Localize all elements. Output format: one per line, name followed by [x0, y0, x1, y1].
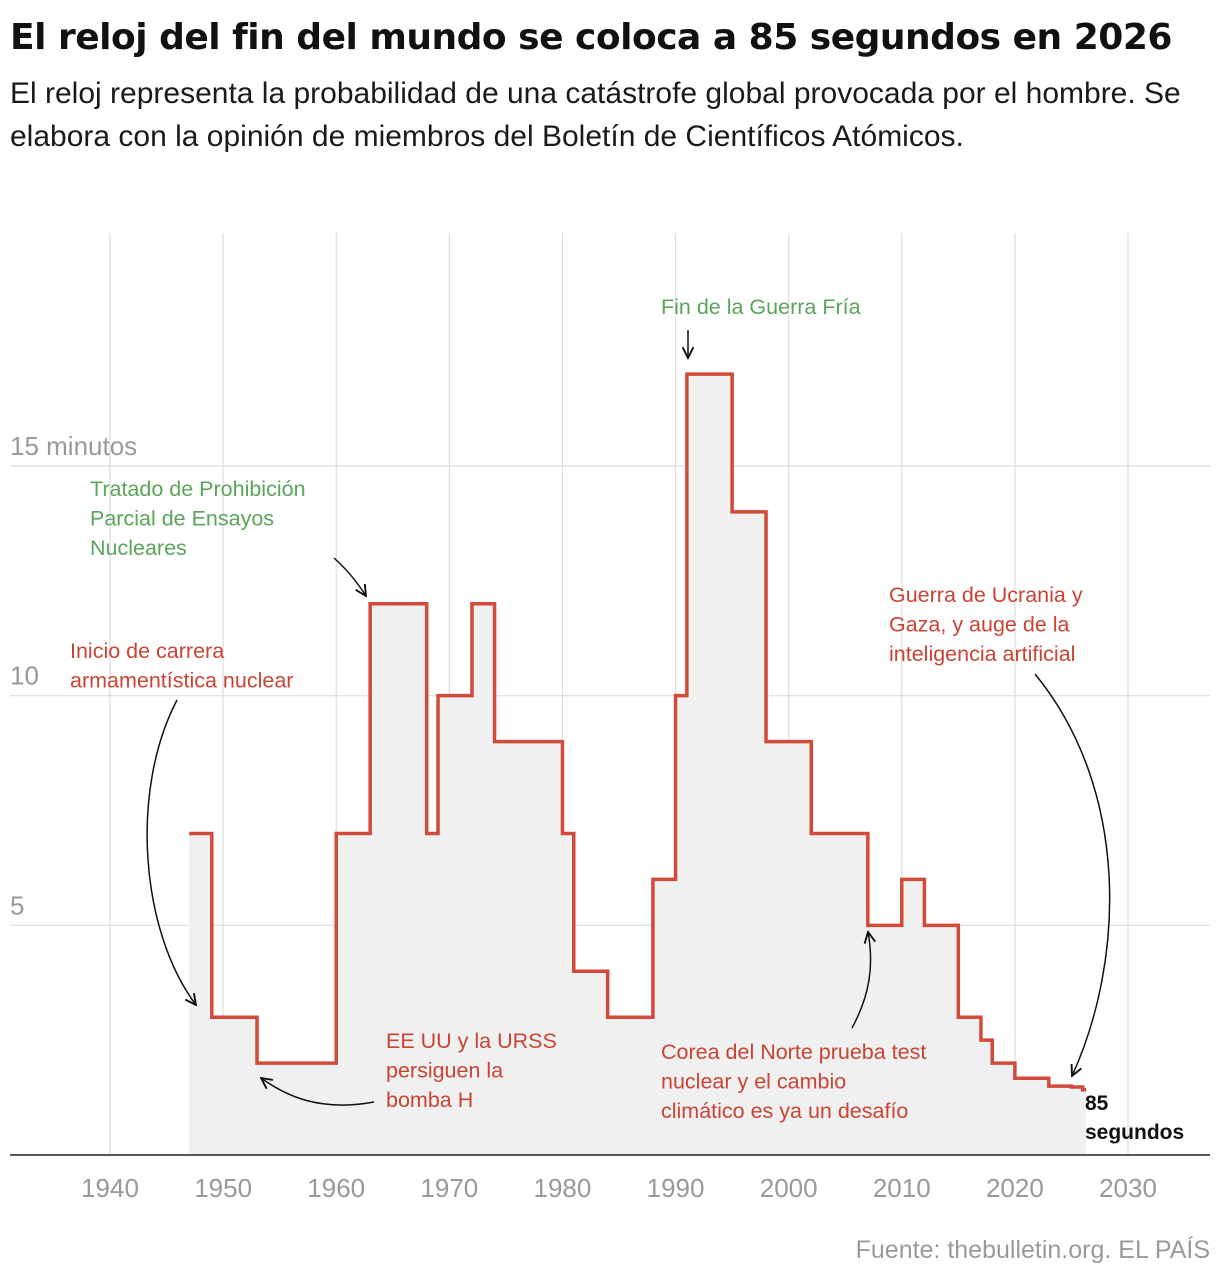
clock-area-fill [189, 374, 1087, 1156]
y-tick-10: 10 [10, 661, 39, 691]
annotation-tratado: Tratado de Prohibición Parcial de Ensayos… [90, 477, 306, 560]
arrow-inicio-carrera [146, 699, 196, 1005]
x-tick-labels: 1940 1950 1960 1970 1980 1990 2000 2010 2020 2030 [81, 1173, 1157, 1203]
y-tick-5: 5 [10, 890, 24, 920]
x-tick-1990: 1990 [647, 1173, 705, 1203]
annotation-guerra-fria: Fin de la Guerra Fría [661, 295, 861, 319]
arrow-ucrania [1034, 673, 1111, 1076]
annotation-ucrania: Guerra de Ucrania y Gaza, y auge de la int… [889, 583, 1083, 666]
doomsday-clock-chart: 1940 1950 1960 1970 1980 1990 2000 2010 2020 2030… [10, 233, 1210, 1203]
arrow-bomba-h [261, 1078, 375, 1106]
chart-title: El reloj del fin del mundo se coloca a 8… [10, 17, 1172, 58]
annotation-bomba-h: EE UU y la URSS persiguen la bomba H [386, 1029, 557, 1112]
end-label-85-segundos: 85 segundos [1085, 1092, 1184, 1144]
y-tick-labels: 5 10 15 minutos [10, 431, 137, 920]
source-note: Fuente: thebulletin.org. EL PAÍS [855, 1236, 1210, 1264]
annotation-corea: Corea del Norte prueba test nuclear y el … [661, 1040, 926, 1123]
x-tick-2000: 2000 [760, 1173, 818, 1203]
chart-subtitle: El reloj representa la probabilidad de u… [10, 77, 1181, 153]
annotations: Tratado de Prohibición Parcial de Ensayos… [70, 295, 1083, 1123]
arrow-tratado [333, 557, 366, 596]
clock-step-line [189, 372, 1087, 1092]
x-tick-1940: 1940 [81, 1173, 139, 1203]
x-tick-1980: 1980 [534, 1173, 592, 1203]
x-tick-2030: 2030 [1099, 1173, 1157, 1203]
x-tick-2020: 2020 [986, 1173, 1044, 1203]
end-label-text: 85 segundos [1085, 1092, 1184, 1144]
x-tick-1950: 1950 [194, 1173, 252, 1203]
arrow-corea [851, 932, 871, 1029]
x-tick-1970: 1970 [420, 1173, 478, 1203]
x-tick-2010: 2010 [873, 1173, 931, 1203]
x-tick-1960: 1960 [307, 1173, 365, 1203]
annotation-inicio-carrera: Inicio de carrera armamentística nuclear [70, 639, 293, 693]
y-tick-15: 15 minutos [10, 431, 137, 461]
annotation-arrows [146, 330, 1111, 1106]
